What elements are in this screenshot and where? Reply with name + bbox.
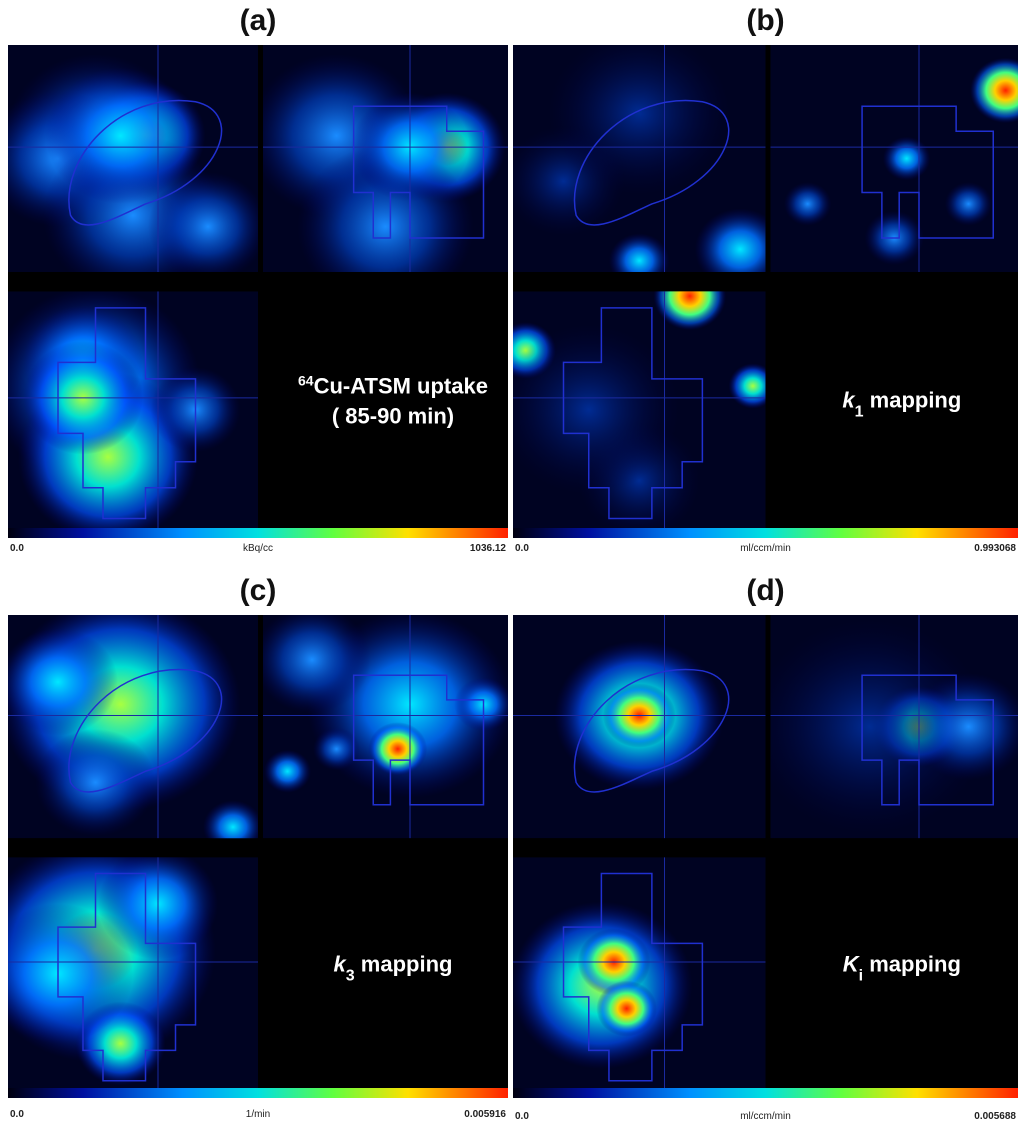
roi-outline (68, 668, 223, 793)
colorbar (8, 528, 508, 538)
colorbar-min: 0.0 (10, 543, 24, 554)
uptake-blob (596, 980, 657, 1037)
roi-outline (861, 674, 994, 806)
uptake-blob (909, 673, 1018, 781)
pet-view (513, 857, 766, 1090)
uptake-blob (368, 722, 428, 776)
colorbar-min: 0.0 (515, 1111, 529, 1122)
pet-view (513, 45, 766, 273)
roi-outline (573, 99, 730, 226)
pet-view (8, 291, 258, 528)
caption-part: i (859, 967, 863, 984)
uptake-blob (263, 615, 371, 714)
colorbar (513, 528, 1018, 538)
roi-outline (352, 674, 485, 806)
pet-view (263, 45, 508, 273)
roi-outline (573, 668, 730, 793)
colorbar-unit: ml/ccm/min (740, 1111, 791, 1122)
uptake-blob (653, 291, 727, 331)
pet-view (513, 615, 766, 839)
roi-outline (352, 105, 485, 239)
uptake-blob (783, 182, 832, 226)
uptake-blob (969, 57, 1018, 124)
roi-outline (68, 99, 223, 226)
colorbar (513, 1088, 1018, 1098)
uptake-blob (513, 324, 680, 495)
roi-outline (861, 105, 994, 239)
pet-view (513, 291, 766, 528)
pet-view (8, 45, 258, 273)
caption: k3 mapping (334, 951, 453, 984)
colorbar (8, 1088, 508, 1098)
uptake-blob (45, 67, 196, 204)
caption-part: mapping (864, 387, 962, 412)
panel-label: (a) (240, 4, 277, 37)
colorbar-max: 0.993068 (974, 543, 1016, 554)
caption-part: Cu-ATSM uptake (314, 373, 488, 398)
caption-part: 64 (298, 372, 314, 388)
caption-part: mapping (355, 951, 453, 976)
caption-part: 1 (855, 403, 864, 420)
uptake-blob (882, 136, 931, 181)
panel-label: (c) (240, 574, 277, 607)
uptake-blob (203, 800, 258, 839)
roi-outline (562, 307, 704, 520)
uptake-blob (35, 728, 156, 837)
uptake-blob (454, 677, 508, 732)
uptake-blob (694, 208, 766, 273)
caption-part: K (843, 951, 861, 976)
colorbar-max: 1036.12 (470, 543, 507, 554)
caption-part: 3 (346, 967, 355, 984)
caption-part: mapping (863, 951, 961, 976)
colorbar-unit: kBq/cc (243, 543, 273, 554)
uptake-blob (8, 628, 118, 736)
caption-part: k (842, 387, 856, 412)
pet-view (770, 615, 1018, 839)
colorbar-min: 0.0 (10, 1109, 24, 1120)
uptake-blob (148, 172, 258, 273)
uptake-blob (608, 233, 670, 273)
caption: Ki mapping (843, 951, 961, 984)
caption-part: ( 85-90 min) (332, 403, 454, 428)
uptake-blob (944, 182, 993, 226)
uptake-blob (8, 903, 133, 1044)
uptake-blob (263, 749, 312, 793)
roi-outline (57, 872, 197, 1082)
uptake-blob (312, 727, 361, 771)
uptake-blob (770, 619, 989, 834)
roi-outline (562, 872, 704, 1082)
caption: k1 mapping (842, 387, 961, 420)
uptake-blob (548, 45, 731, 195)
caption-part: k (334, 951, 348, 976)
roi-outline (57, 307, 197, 520)
caption: 64Cu-ATSM uptake (298, 372, 488, 398)
pet-view (770, 45, 1018, 273)
colorbar-max: 0.005688 (974, 1111, 1016, 1122)
colorbar-unit: 1/min (246, 1109, 270, 1120)
colorbar-max: 0.005916 (464, 1109, 506, 1120)
colorbar-unit: ml/ccm/min (740, 543, 791, 554)
panel-label: (d) (746, 574, 784, 607)
pet-view (8, 857, 258, 1090)
caption: ( 85-90 min) (332, 403, 454, 428)
pet-view (8, 615, 258, 839)
panel-label: (b) (746, 4, 784, 37)
pet-view (263, 615, 508, 839)
colorbar-min: 0.0 (515, 543, 529, 554)
